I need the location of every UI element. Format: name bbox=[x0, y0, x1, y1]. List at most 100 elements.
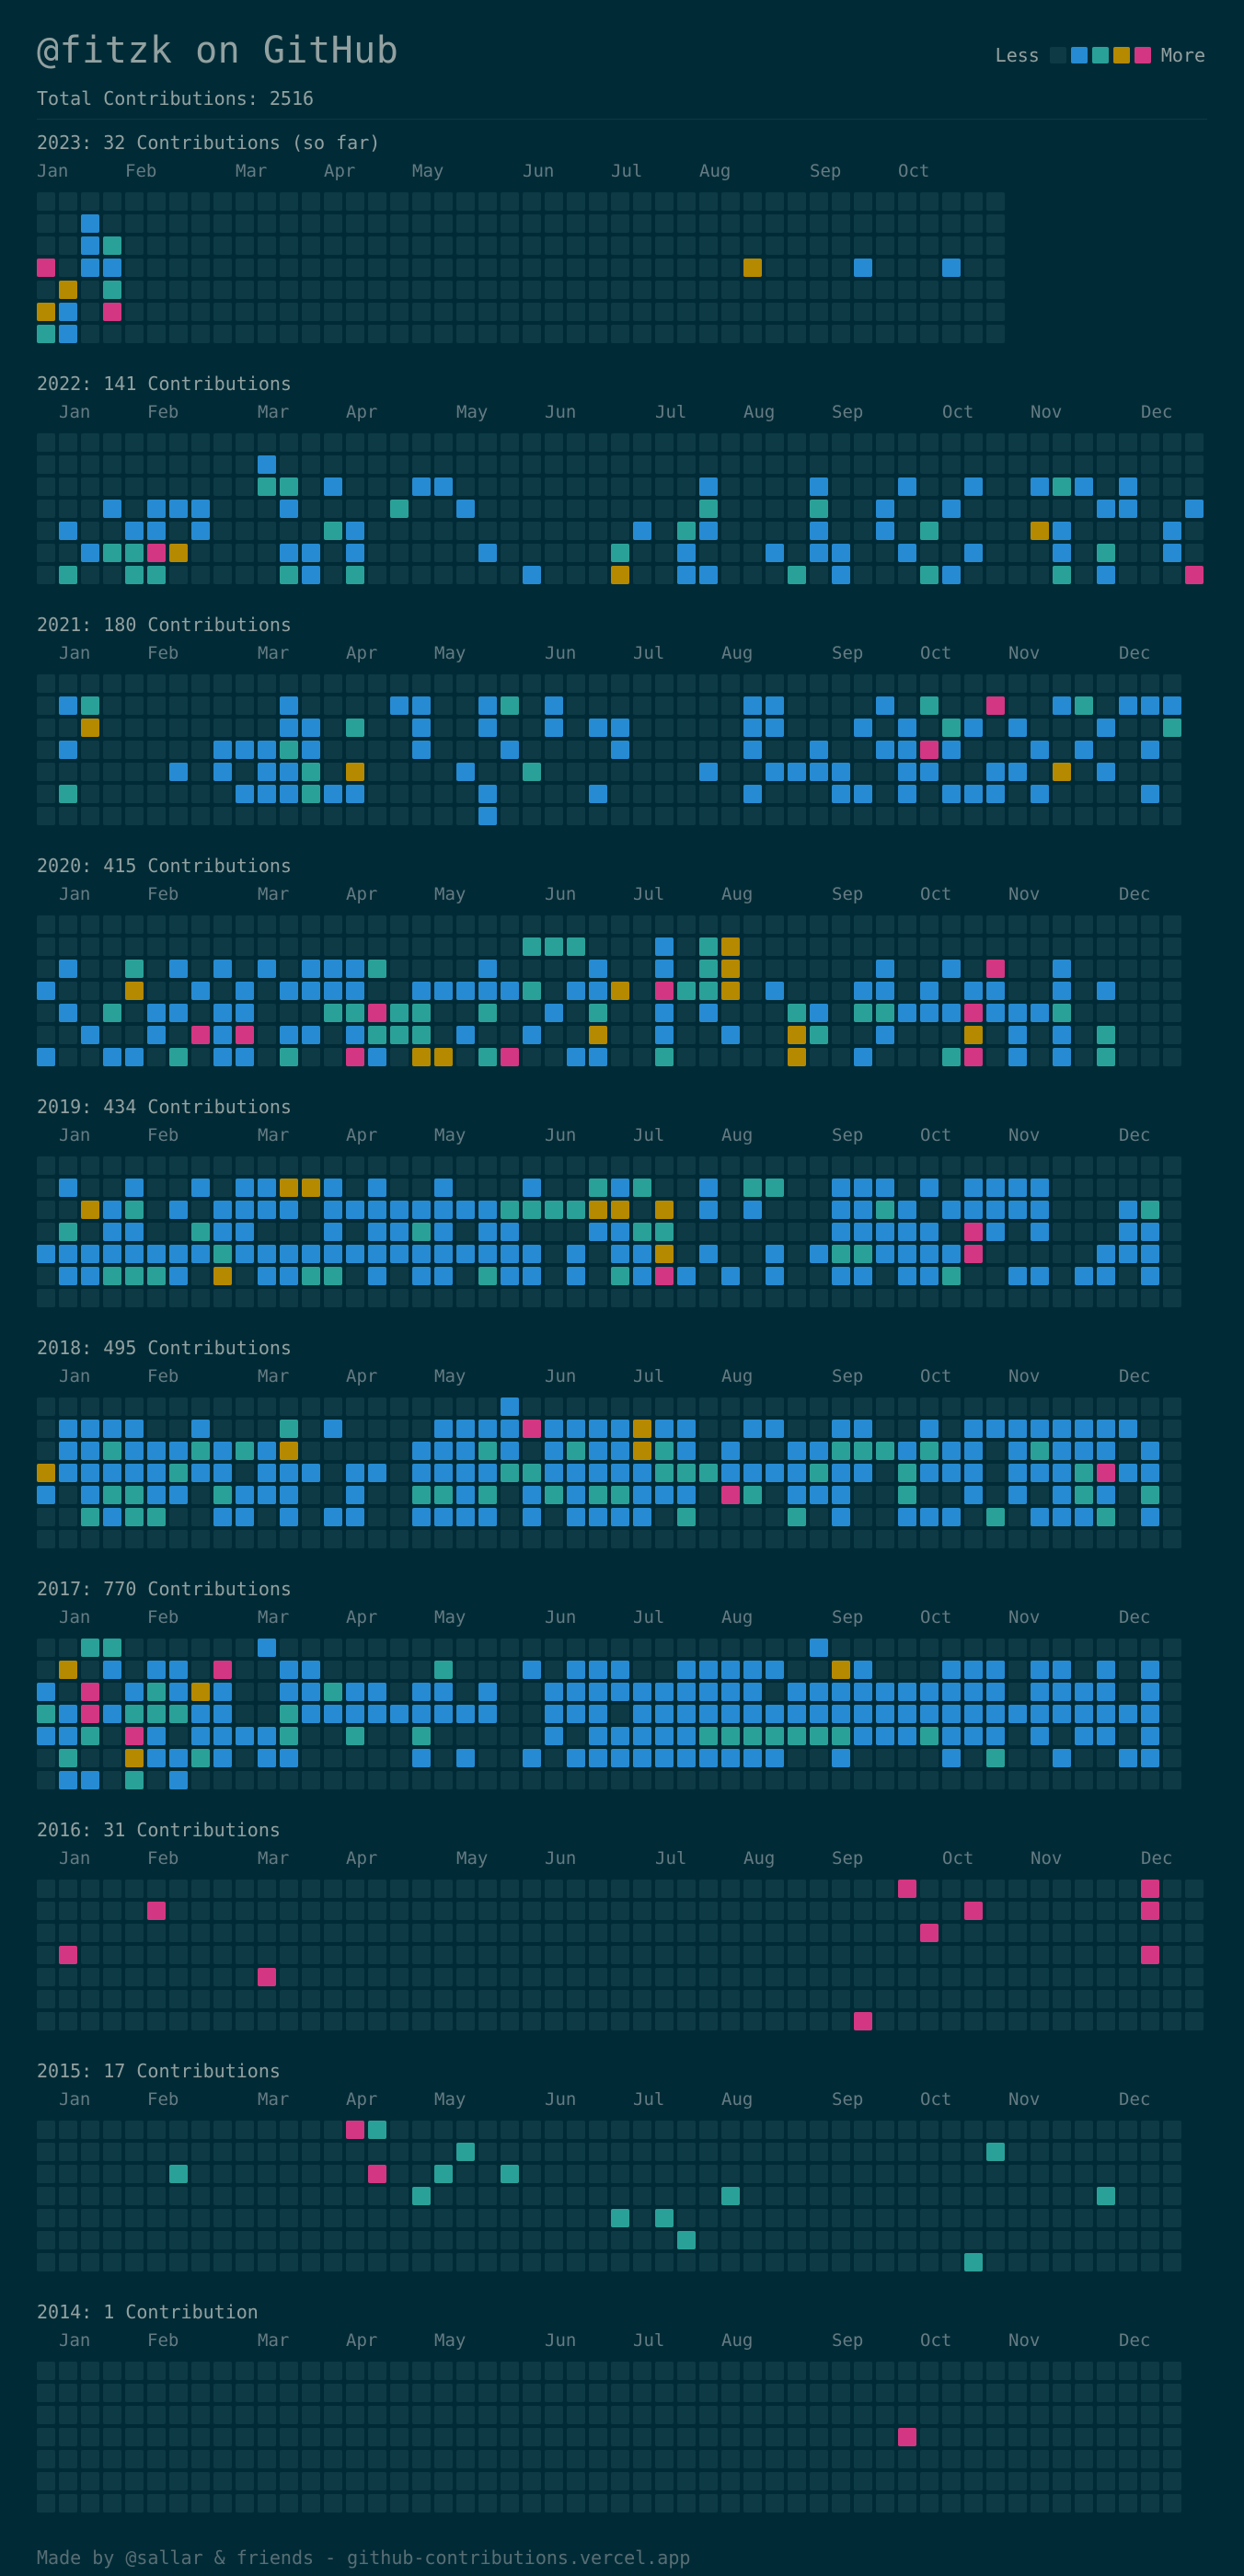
contribution-day bbox=[59, 674, 77, 693]
contribution-day bbox=[1163, 1201, 1181, 1219]
contribution-day-active bbox=[523, 1508, 541, 1526]
contribution-day-active bbox=[37, 1486, 55, 1504]
contribution-day bbox=[876, 1289, 894, 1307]
contribution-day bbox=[81, 2121, 99, 2139]
contribution-day bbox=[1075, 2406, 1093, 2424]
contribution-day bbox=[169, 1508, 188, 1526]
contribution-day-active bbox=[854, 1245, 872, 1263]
contribution-day bbox=[986, 2428, 1005, 2446]
contribution-day bbox=[898, 303, 916, 321]
month-label: May bbox=[434, 1125, 466, 1145]
contribution-day bbox=[942, 544, 961, 562]
contribution-day-active bbox=[633, 1508, 651, 1526]
contribution-day bbox=[1075, 1245, 1093, 1263]
contribution-day-active bbox=[699, 937, 718, 956]
contribution-day bbox=[810, 1048, 828, 1066]
contribution-day bbox=[677, 2406, 696, 2424]
contribution-day-active bbox=[456, 1508, 475, 1526]
contribution-day-active bbox=[1053, 696, 1071, 715]
contribution-day bbox=[633, 2472, 651, 2490]
contribution-day bbox=[37, 1924, 55, 1942]
contribution-day bbox=[1031, 1902, 1049, 1920]
contribution-day-active bbox=[677, 1661, 696, 1679]
contribution-day bbox=[523, 807, 541, 825]
contribution-day bbox=[280, 674, 298, 693]
contribution-day bbox=[677, 1639, 696, 1657]
contribution-day bbox=[942, 2428, 961, 2446]
contribution-day bbox=[876, 2384, 894, 2402]
contribution-day bbox=[324, 455, 342, 474]
contribution-day bbox=[832, 1156, 850, 1175]
contribution-day bbox=[545, 1771, 563, 1789]
contribution-day bbox=[766, 1771, 784, 1789]
contribution-day-active bbox=[236, 785, 254, 803]
contribution-day-active bbox=[920, 1420, 939, 1438]
contribution-day-active bbox=[280, 1727, 298, 1745]
contribution-day-active bbox=[743, 741, 762, 759]
contribution-day bbox=[434, 915, 453, 934]
contribution-day bbox=[1008, 544, 1027, 562]
contribution-day bbox=[611, 236, 629, 255]
contribution-day-active bbox=[942, 1705, 961, 1723]
contribution-day-active bbox=[434, 1705, 453, 1723]
contribution-day bbox=[964, 674, 983, 693]
contribution-day bbox=[280, 1289, 298, 1307]
contribution-day bbox=[37, 1968, 55, 1986]
contribution-day-active bbox=[986, 785, 1005, 803]
contribution-day bbox=[964, 1968, 983, 1986]
contribution-day bbox=[721, 1397, 740, 1416]
contribution-day bbox=[1119, 937, 1137, 956]
contribution-day-active bbox=[766, 982, 784, 1000]
contribution-day bbox=[147, 2472, 166, 2490]
contribution-day bbox=[743, 1289, 762, 1307]
contribution-day bbox=[478, 1026, 497, 1044]
contribution-day bbox=[523, 1990, 541, 2008]
contribution-day bbox=[743, 214, 762, 233]
contribution-day-active bbox=[986, 2143, 1005, 2161]
contribution-day-active bbox=[346, 2121, 364, 2139]
contribution-day bbox=[810, 1902, 828, 1920]
contribution-day-active bbox=[1053, 1749, 1071, 1767]
contribution-day-active bbox=[832, 1749, 850, 1767]
contribution-day bbox=[390, 2209, 409, 2227]
contribution-day-active bbox=[898, 1464, 916, 1482]
contribution-day bbox=[1119, 2494, 1137, 2513]
contribution-day bbox=[478, 2187, 497, 2205]
contribution-day bbox=[1075, 566, 1093, 584]
contribution-day bbox=[103, 2406, 121, 2424]
contribution-day bbox=[390, 477, 409, 496]
contribution-day bbox=[1031, 1026, 1049, 1044]
contribution-day bbox=[1141, 2012, 1159, 2030]
contribution-day-active bbox=[280, 785, 298, 803]
contribution-day bbox=[368, 2450, 386, 2468]
contribution-day-active bbox=[567, 1508, 585, 1526]
contribution-day bbox=[986, 2494, 1005, 2513]
contribution-day-active bbox=[655, 1442, 674, 1460]
contribution-day bbox=[346, 2362, 364, 2380]
contribution-day bbox=[567, 214, 585, 233]
contribution-day bbox=[81, 960, 99, 978]
contribution-day-active bbox=[721, 1442, 740, 1460]
contribution-day bbox=[876, 2406, 894, 2424]
contribution-day bbox=[125, 455, 144, 474]
contribution-day bbox=[876, 674, 894, 693]
contribution-day bbox=[390, 785, 409, 803]
month-label: Nov bbox=[1008, 1366, 1041, 1386]
contribution-day bbox=[611, 2143, 629, 2161]
contribution-day bbox=[1119, 1902, 1137, 1920]
contribution-day-active bbox=[236, 741, 254, 759]
contribution-day bbox=[191, 2143, 210, 2161]
contribution-day bbox=[964, 2143, 983, 2161]
contribution-day bbox=[1031, 1245, 1049, 1263]
contribution-day bbox=[1053, 2450, 1071, 2468]
contribution-day bbox=[501, 1968, 519, 1986]
contribution-day bbox=[876, 2362, 894, 2380]
contribution-day bbox=[280, 937, 298, 956]
contribution-day bbox=[788, 1201, 806, 1219]
contribution-day bbox=[611, 522, 629, 540]
contribution-day-active bbox=[1119, 1749, 1137, 1767]
contribution-day-active bbox=[589, 1486, 607, 1504]
contribution-day bbox=[788, 214, 806, 233]
contribution-day bbox=[633, 2494, 651, 2513]
contribution-day bbox=[412, 1924, 431, 1942]
